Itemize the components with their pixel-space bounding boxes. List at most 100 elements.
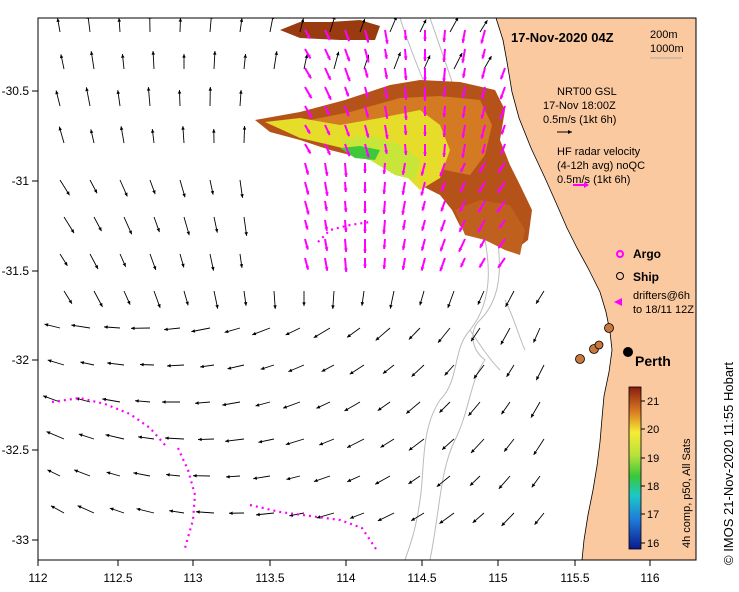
colorbar-tick-label: 19 bbox=[647, 453, 659, 465]
radar-arrowhead bbox=[401, 191, 406, 195]
radar-arrowhead bbox=[442, 78, 446, 82]
model-arrowhead bbox=[127, 300, 131, 305]
radar-arrowhead bbox=[384, 75, 389, 79]
lon-tick-label: 114.5 bbox=[407, 571, 436, 585]
model-arrowhead bbox=[377, 517, 382, 521]
model-arrowhead bbox=[484, 20, 488, 25]
model-arrowhead bbox=[94, 265, 98, 270]
depth-legend-1000m: 1000m bbox=[650, 43, 684, 55]
radar-arrowhead bbox=[401, 266, 406, 270]
model-arrowhead bbox=[222, 402, 227, 407]
radar-arrowhead bbox=[403, 96, 408, 100]
radar-arrowhead bbox=[440, 187, 445, 192]
radar-arrowhead bbox=[439, 267, 444, 272]
radar-legend-scale: 0.5m/s (1kt 6h) bbox=[557, 174, 630, 186]
radar-arrowhead bbox=[363, 249, 367, 253]
model-arrowhead bbox=[239, 18, 244, 22]
model-arrowhead bbox=[500, 340, 505, 345]
model-arrowhead bbox=[468, 411, 473, 416]
model-arrowhead bbox=[283, 405, 288, 409]
radar-arrowhead bbox=[423, 97, 427, 101]
radar-arrowhead bbox=[442, 113, 447, 117]
model-arrowhead bbox=[210, 190, 215, 195]
radar-arrowhead bbox=[363, 209, 367, 213]
model-arrowhead bbox=[406, 409, 411, 414]
model-arrowhead bbox=[106, 471, 111, 475]
model-arrowhead bbox=[46, 431, 51, 435]
model-arrowhead bbox=[302, 302, 306, 306]
model-arrowhead bbox=[533, 338, 537, 343]
model-arrowhead bbox=[321, 368, 326, 372]
credit-text: © IMOS 21-Nov-2020 11:55 Hobart bbox=[721, 362, 736, 565]
radar-arrowhead bbox=[479, 263, 483, 268]
radar-arrowhead bbox=[324, 247, 329, 251]
model-arrowhead bbox=[473, 374, 478, 379]
model-arrowhead bbox=[439, 408, 444, 413]
radar-arrowhead bbox=[327, 75, 331, 80]
model-arrowhead bbox=[146, 87, 151, 91]
lon-tick-label: 115.5 bbox=[560, 571, 589, 585]
model-arrowhead bbox=[152, 265, 157, 270]
radar-arrowhead bbox=[308, 114, 312, 119]
lat-tick-label: -32.5 bbox=[2, 443, 30, 457]
radar-arrowhead bbox=[384, 55, 389, 59]
radar-arrowhead bbox=[480, 94, 485, 99]
model-arrowhead bbox=[136, 507, 141, 512]
radar-legend-arrowhead bbox=[584, 182, 589, 188]
model-arrowhead bbox=[109, 507, 114, 511]
depth-legend-200m: 200m bbox=[650, 29, 678, 41]
radar-arrowhead bbox=[442, 153, 447, 157]
radar-arrowhead bbox=[461, 39, 466, 43]
radar-arrowhead bbox=[382, 210, 387, 214]
model-arrowhead bbox=[260, 366, 265, 370]
lon-tick-label: 116 bbox=[640, 571, 659, 585]
lon-tick-label: 112 bbox=[28, 571, 47, 585]
model-arrowhead bbox=[531, 483, 536, 488]
colorbar-ticks: 21 20 19 18 17 16 bbox=[641, 396, 659, 550]
model-arrowhead bbox=[285, 441, 290, 446]
radar-arrowhead bbox=[304, 225, 309, 230]
radar-arrowhead bbox=[480, 114, 485, 119]
argo-legend-label: Argo bbox=[633, 247, 661, 261]
radar-arrowhead bbox=[346, 132, 350, 137]
model-arrowhead bbox=[444, 371, 449, 376]
model-arrowhead bbox=[242, 126, 247, 130]
colorbar bbox=[628, 386, 642, 550]
radar-arrowhead bbox=[500, 150, 505, 155]
sst-patch-green bbox=[340, 146, 380, 160]
model-arrowhead bbox=[89, 129, 94, 134]
drifter-track-2 bbox=[176, 447, 197, 549]
radar-arrowhead bbox=[346, 57, 351, 62]
model-arrowhead bbox=[99, 302, 103, 307]
radar-arrowhead bbox=[305, 170, 310, 175]
lat-tick-label: -31 bbox=[12, 174, 30, 188]
model-arrowhead bbox=[393, 18, 397, 21]
model-arrowhead bbox=[389, 304, 393, 309]
ship-legend-icon bbox=[616, 272, 624, 280]
radar-arrowhead bbox=[442, 93, 447, 97]
radar-arrowhead bbox=[345, 112, 350, 117]
radar-arrowhead bbox=[421, 226, 425, 231]
model-arrowhead bbox=[438, 338, 442, 343]
model-arrowhead bbox=[504, 447, 508, 452]
radar-arrowhead bbox=[363, 189, 367, 193]
radar-arrowhead bbox=[364, 73, 369, 78]
radar-arrowhead bbox=[382, 265, 387, 269]
model-arrowhead bbox=[427, 55, 431, 60]
model-arrowhead bbox=[471, 337, 475, 342]
model-arrowhead bbox=[274, 51, 278, 56]
radar-arrowhead bbox=[384, 134, 389, 139]
model-arrowhead bbox=[408, 480, 413, 484]
model-arrowhead bbox=[152, 190, 156, 195]
model-arrowhead bbox=[285, 331, 290, 336]
radar-arrowhead bbox=[343, 208, 348, 212]
radar-arrowhead bbox=[478, 208, 482, 213]
radar-arrowhead bbox=[363, 169, 367, 173]
model-arrowhead bbox=[140, 362, 144, 367]
perth-marker bbox=[623, 347, 633, 357]
colorbar-tick-label: 16 bbox=[647, 538, 659, 550]
model-arrowhead bbox=[107, 361, 111, 366]
model-arrowhead bbox=[68, 299, 72, 304]
model-arrowhead bbox=[375, 480, 380, 485]
model-arrowhead bbox=[80, 361, 85, 365]
